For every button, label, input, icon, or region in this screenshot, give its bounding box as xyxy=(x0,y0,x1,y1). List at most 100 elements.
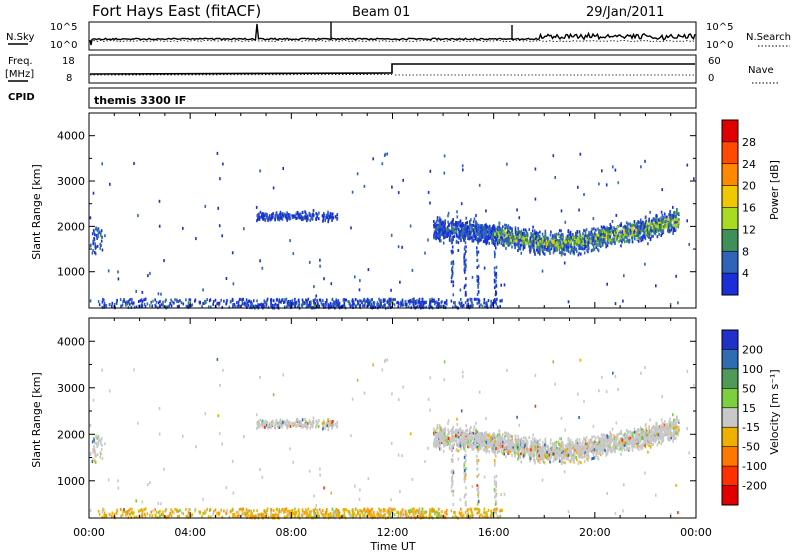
echo-point xyxy=(162,510,164,514)
echo-point xyxy=(541,269,544,273)
echo-point xyxy=(352,512,354,516)
echo-point xyxy=(627,238,630,242)
echo-point xyxy=(355,507,357,511)
echo-point xyxy=(671,213,673,217)
echo-point xyxy=(482,240,485,244)
echo-point xyxy=(485,242,488,246)
echo-point xyxy=(267,305,270,309)
echo-point xyxy=(620,430,622,433)
echo-point xyxy=(654,224,657,228)
echo-point xyxy=(394,298,396,302)
echo-point xyxy=(544,245,546,249)
echo-point xyxy=(127,510,129,514)
echo-point xyxy=(484,239,486,243)
echo-point xyxy=(162,513,164,517)
echo-point xyxy=(579,152,582,156)
echo-point xyxy=(234,304,236,308)
echo-point xyxy=(571,247,574,251)
echo-point xyxy=(445,299,448,303)
echo-point xyxy=(663,218,665,222)
echo-point xyxy=(428,514,430,518)
echo-point xyxy=(650,232,653,236)
echo-point xyxy=(678,220,680,224)
echo-point xyxy=(238,507,241,511)
echo-point xyxy=(314,297,316,301)
echo-point xyxy=(491,240,493,244)
echo-point xyxy=(423,515,425,519)
echo-point xyxy=(473,234,475,238)
echo-point xyxy=(492,225,494,229)
echo-point xyxy=(620,229,623,233)
echo-point xyxy=(650,230,652,234)
echo-point xyxy=(549,240,551,244)
echo-point xyxy=(484,229,487,233)
echo-point xyxy=(643,225,646,229)
echo-point xyxy=(553,242,556,246)
echo-point xyxy=(478,305,481,309)
echo-point xyxy=(203,511,206,515)
echo-point xyxy=(368,511,370,515)
echo-point xyxy=(419,301,421,305)
echo-point xyxy=(180,301,183,305)
echo-point xyxy=(258,425,261,429)
cpid-program: themis 3300 IF xyxy=(94,94,186,107)
echo-point xyxy=(280,510,282,514)
echo-point xyxy=(484,234,486,238)
echo-point xyxy=(374,305,377,309)
echo-point xyxy=(379,515,382,519)
echo-point xyxy=(669,215,671,219)
echo-point xyxy=(143,298,145,302)
echo-point xyxy=(291,216,294,220)
echo-point xyxy=(306,304,308,308)
echo-point xyxy=(463,247,466,251)
echo-point xyxy=(138,509,140,513)
echo-point xyxy=(259,418,262,422)
echo-point xyxy=(256,299,258,303)
echo-point xyxy=(263,212,265,216)
echo-point xyxy=(464,511,467,514)
echo-point xyxy=(338,305,340,309)
echo-point xyxy=(615,232,617,236)
echo-point xyxy=(635,224,637,228)
echo-point xyxy=(284,212,286,216)
echo-point xyxy=(458,220,460,224)
echo-point xyxy=(530,232,532,235)
echo-point xyxy=(462,303,465,307)
echo-point xyxy=(578,251,580,255)
echo-point xyxy=(491,302,494,305)
echo-point xyxy=(501,232,504,236)
echo-point xyxy=(438,216,441,220)
echo-point xyxy=(263,299,266,303)
echo-point xyxy=(331,218,333,222)
echo-point xyxy=(279,210,282,214)
echo-point xyxy=(439,232,442,236)
echo-point xyxy=(457,249,460,252)
echo-point xyxy=(345,508,347,512)
echo-point xyxy=(600,238,603,242)
echo-point xyxy=(427,190,430,194)
echo-point xyxy=(437,298,440,301)
echo-point xyxy=(155,304,157,308)
echo-point xyxy=(609,235,611,239)
echo-point xyxy=(177,509,180,513)
echo-point xyxy=(541,232,544,236)
echo-point xyxy=(539,239,541,243)
beam-title: Beam 01 xyxy=(352,5,410,20)
echo-point xyxy=(98,231,100,235)
echo-point xyxy=(386,300,388,304)
echo-point xyxy=(123,298,125,302)
echo-point xyxy=(663,215,665,219)
echo-point xyxy=(327,515,329,519)
echo-point xyxy=(433,223,435,227)
echo-point xyxy=(256,219,258,223)
echo-point xyxy=(291,508,294,512)
echo-point xyxy=(651,224,654,228)
echo-point xyxy=(643,223,645,227)
echo-point xyxy=(335,507,338,511)
echo-point xyxy=(546,245,549,248)
echo-point xyxy=(615,227,617,231)
echo-point xyxy=(453,222,455,226)
echo-point xyxy=(318,211,320,215)
echo-point xyxy=(121,303,124,307)
echo-point xyxy=(657,225,660,229)
